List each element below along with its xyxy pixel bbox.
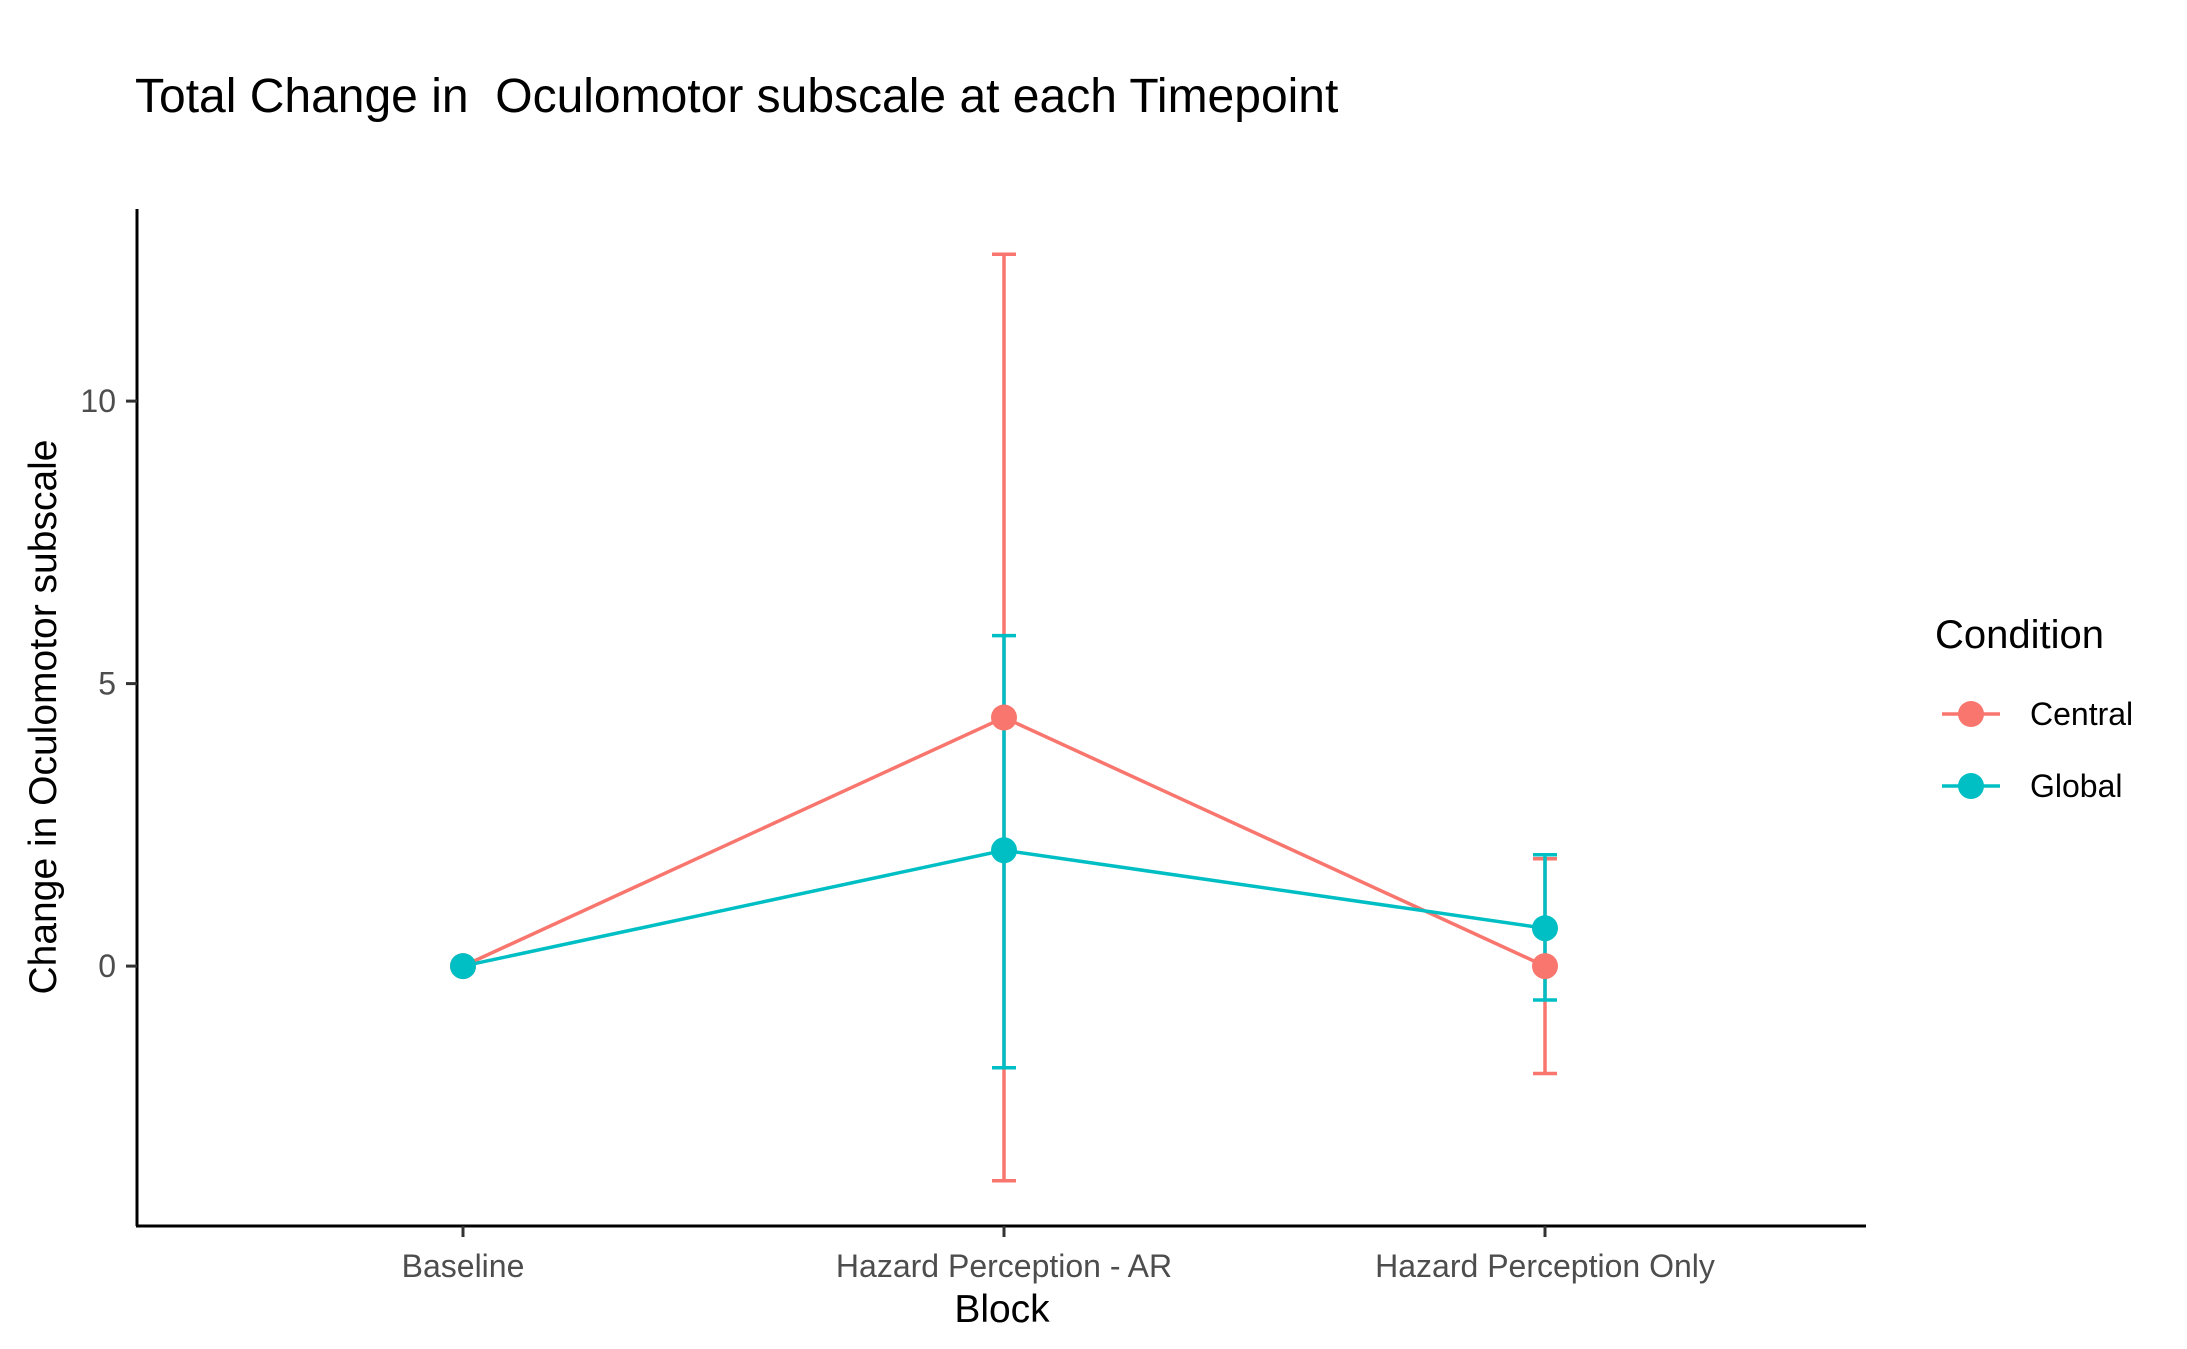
data-point-central: [1532, 953, 1558, 980]
y-tick-label: 10: [80, 383, 116, 419]
legend: Condition Central Global: [1935, 613, 2133, 804]
data-point-global: [991, 837, 1017, 864]
legend-item-central: Central: [1942, 696, 2133, 732]
legend-key-point: [1958, 773, 1984, 799]
legend-item-global: Global: [1942, 768, 2123, 804]
x-axis-ticks: Baseline Hazard Perception - AR Hazard Per…: [402, 1226, 1715, 1284]
legend-title: Condition: [1935, 613, 2104, 657]
y-axis-title: Change in Oculomotor subscale: [22, 440, 65, 995]
chart-title: Total Change in Oculomotor subscale at e…: [135, 70, 1338, 123]
legend-key-point: [1958, 701, 1984, 727]
x-tick-label: Baseline: [402, 1248, 525, 1284]
data-point-central: [991, 704, 1017, 731]
y-axis-ticks: 0 5 10: [80, 383, 137, 984]
plot-area: [450, 252, 1558, 1183]
y-tick-label: 5: [98, 666, 116, 702]
y-tick-label: 0: [98, 948, 116, 984]
x-tick-label: Hazard Perception - AR: [836, 1248, 1172, 1284]
legend-label: Central: [2030, 696, 2133, 732]
legend-label: Global: [2030, 768, 2123, 804]
data-point-global: [450, 953, 476, 980]
data-point-global: [1532, 915, 1558, 942]
x-axis-title: Block: [954, 1288, 1050, 1331]
x-tick-label: Hazard Perception Only: [1375, 1248, 1715, 1284]
